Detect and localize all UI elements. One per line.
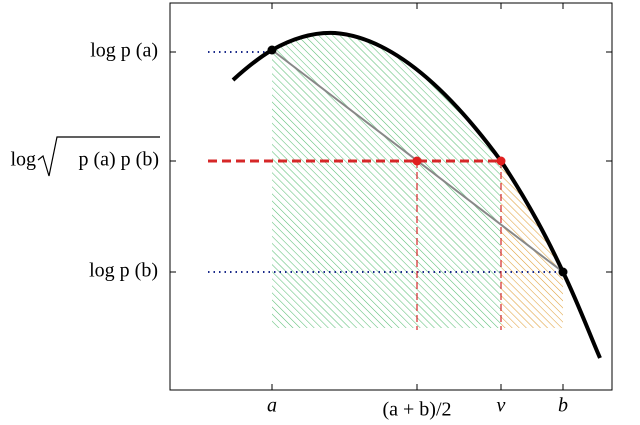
- green-region: [272, 32, 501, 329]
- y-label: log p (b): [89, 260, 158, 282]
- point: [267, 45, 277, 55]
- y-label: log p (a): [90, 40, 158, 62]
- point: [496, 156, 506, 166]
- ticks: [170, 3, 612, 390]
- point: [558, 267, 568, 277]
- y-label: log: [10, 149, 36, 171]
- x-label: (a + b)/2: [382, 399, 451, 421]
- radical: [37, 136, 160, 177]
- x-label: ν: [497, 395, 506, 417]
- y-label: p (a) p (b): [78, 149, 159, 171]
- frame: [169, 2, 613, 391]
- x-label: a: [267, 395, 277, 417]
- x-label: b: [558, 395, 568, 417]
- orange-region: [501, 161, 563, 328]
- point: [412, 156, 422, 166]
